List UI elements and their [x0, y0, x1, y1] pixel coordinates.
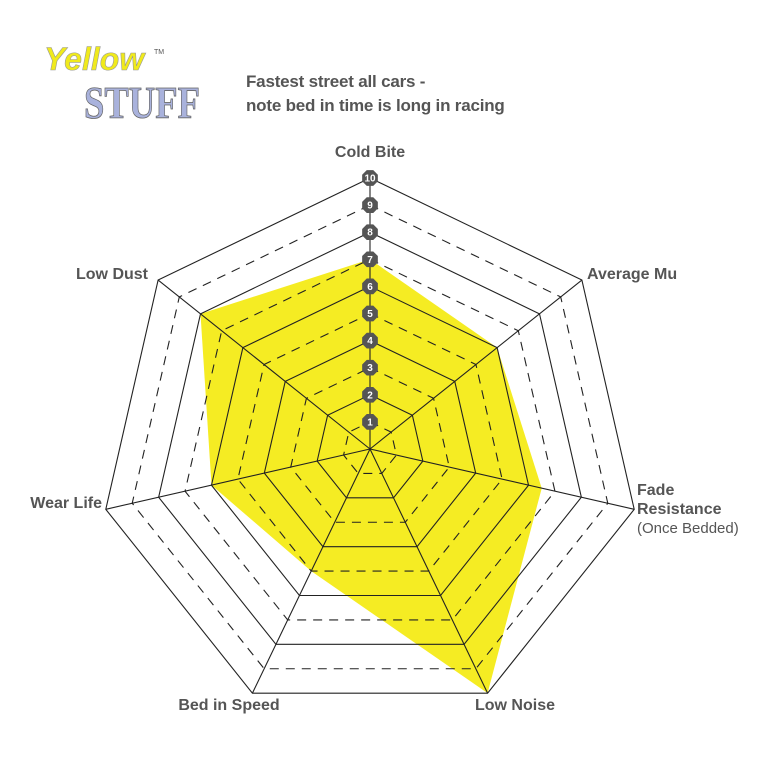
axis-spoke	[157, 279, 371, 450]
axis-label: Bed in Speed	[178, 697, 279, 714]
tick-marker	[362, 197, 378, 213]
tick-label: 5	[367, 309, 373, 320]
svg-text:Yellow: Yellow	[44, 41, 146, 77]
grid-ring-3	[290, 367, 450, 523]
tick-marker	[362, 359, 378, 376]
grid-ring-7	[184, 258, 556, 621]
tick-marker	[362, 332, 378, 349]
tick-marker	[362, 386, 378, 403]
tick-marker	[362, 170, 378, 186]
axis-label: Cold Bite	[335, 144, 405, 161]
axis-label: Wear Life	[30, 495, 102, 512]
grid-ring-6	[210, 285, 530, 597]
tick-marker	[362, 414, 378, 430]
axis-label: Fade	[637, 482, 674, 499]
tick-label: 8	[367, 228, 373, 239]
axis-label: Low Noise	[475, 697, 555, 714]
svg-text:STUFF: STUFF	[84, 77, 200, 123]
axis-label: Average Mu	[587, 266, 677, 283]
grid-ring-10	[105, 177, 635, 694]
axis-spoke	[105, 448, 371, 510]
tick-marker	[362, 224, 378, 241]
tick-label: 10	[364, 174, 376, 185]
grid-ring-1	[342, 421, 398, 474]
tick-label: 2	[367, 390, 373, 401]
axis-label: Low Dust	[76, 266, 149, 283]
axis-spoke	[369, 448, 489, 694]
axis-label: Resistance	[637, 501, 722, 518]
tick-label: 3	[367, 363, 373, 374]
tick-marker	[362, 251, 378, 268]
axis-spoke	[369, 279, 583, 450]
tick-label: 4	[367, 336, 373, 347]
svg-text:TM: TM	[154, 49, 164, 56]
grid-ring-9	[131, 204, 609, 670]
tick-label: 9	[367, 201, 373, 212]
tick-marker	[362, 305, 378, 322]
axis-spoke	[369, 448, 635, 510]
grid-ring-2	[316, 394, 424, 499]
title-line-2: note bed in time is long in racing	[246, 96, 505, 115]
axis-spoke	[251, 448, 371, 694]
tick-label: 1	[367, 417, 373, 428]
tick-label: 6	[367, 282, 373, 293]
data-area	[200, 259, 542, 694]
yellow-stuff-logo: Yellow TM STUFF	[44, 41, 201, 123]
title-line-1: Fastest street all cars -	[246, 72, 426, 91]
axis-sublabel: (Once Bedded)	[637, 520, 739, 537]
tick-label: 7	[367, 255, 373, 266]
tick-marker	[362, 278, 378, 295]
grid-ring-4	[263, 339, 477, 548]
grid-ring-8	[158, 231, 582, 645]
chart-title: Fastest street all cars - note bed in ti…	[246, 70, 505, 118]
